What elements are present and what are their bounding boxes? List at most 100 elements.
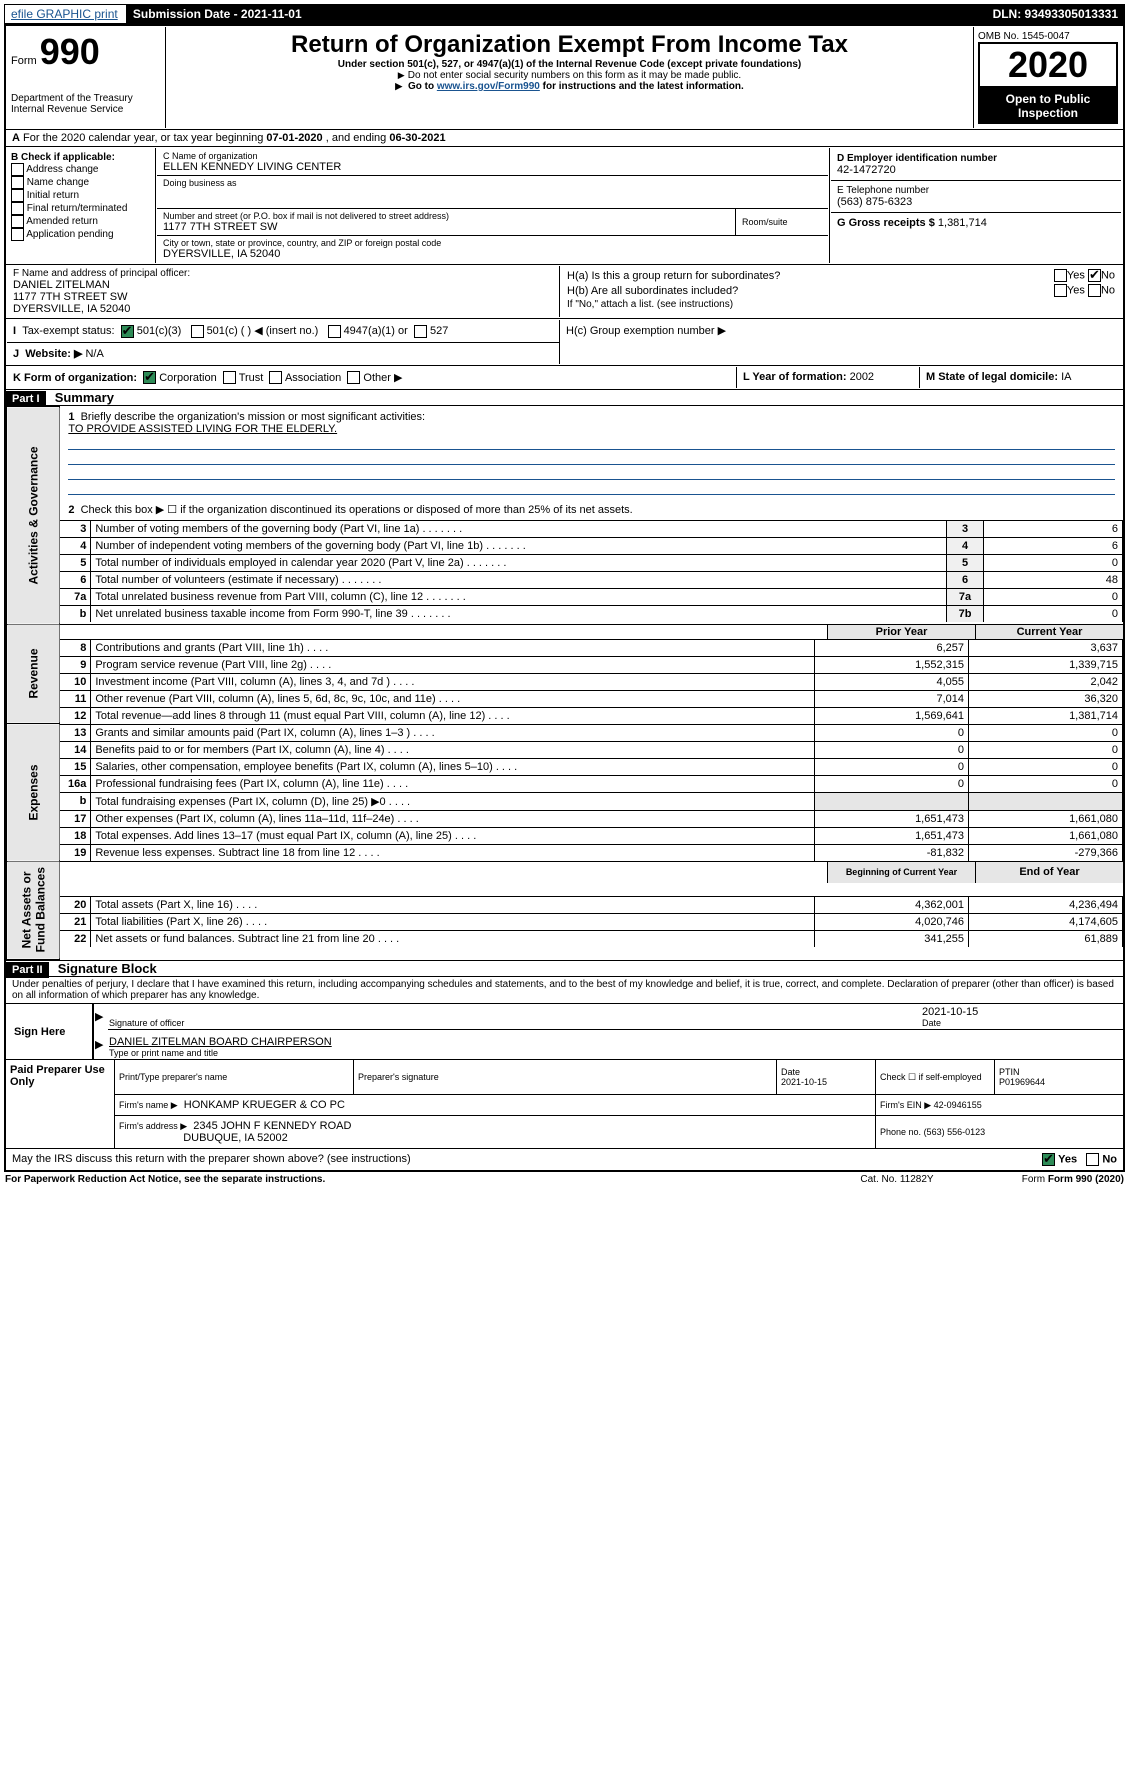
section-b: B Check if applicable: Address change Na… — [7, 148, 156, 263]
prior-value: 1,651,473 — [815, 827, 969, 844]
form-subtitle: Under section 501(c), 527, or 4947(a)(1)… — [170, 59, 969, 70]
current-value: 0 — [969, 724, 1123, 741]
current-value: 3,637 — [969, 639, 1123, 656]
b-checkbox[interactable] — [11, 163, 24, 176]
hb-no-checkbox[interactable] — [1088, 284, 1101, 297]
line-value: 6 — [984, 520, 1123, 537]
cat-no: Cat. No. 11282Y — [821, 1173, 973, 1186]
room-suite-label: Room/suite — [742, 217, 822, 227]
527-checkbox[interactable] — [414, 325, 427, 338]
part-ii-header: Part II — [6, 962, 49, 978]
tax-year: 2020 — [978, 42, 1118, 88]
website: N/A — [85, 348, 103, 360]
b-checkbox[interactable] — [11, 228, 24, 241]
discuss-no-checkbox[interactable] — [1086, 1153, 1099, 1166]
state-domicile: IA — [1061, 371, 1071, 383]
officer-name: DANIEL ZITELMAN — [13, 279, 553, 291]
hc-label: H(c) Group exemption number ▶ — [566, 324, 1116, 337]
ptin: P01969644 — [999, 1077, 1045, 1087]
line-desc: Revenue less expenses. Subtract line 18 … — [91, 844, 815, 861]
line-desc: Investment income (Part VIII, column (A)… — [91, 673, 815, 690]
period-begin: 07-01-2020 — [266, 132, 322, 144]
current-value: 4,236,494 — [969, 896, 1123, 913]
b-checkbox[interactable] — [11, 176, 24, 189]
k-other-checkbox[interactable] — [347, 371, 360, 384]
line-desc: Grants and similar amounts paid (Part IX… — [91, 724, 815, 741]
mission: TO PROVIDE ASSISTED LIVING FOR THE ELDER… — [68, 423, 337, 435]
prior-value: 0 — [815, 741, 969, 758]
sign-date: 2021-10-15 — [922, 1006, 1122, 1018]
k-assoc-checkbox[interactable] — [269, 371, 282, 384]
current-value: 1,339,715 — [969, 656, 1123, 673]
line-desc: Benefits paid to or for members (Part IX… — [91, 741, 815, 758]
current-value: 1,381,714 — [969, 707, 1123, 724]
col-current-year: Current Year — [976, 624, 1124, 639]
current-value: 61,889 — [969, 930, 1123, 947]
prior-value: 7,014 — [815, 690, 969, 707]
k-trust-checkbox[interactable] — [223, 371, 236, 384]
b-checkbox[interactable] — [11, 189, 24, 202]
501c3-checkbox[interactable] — [121, 325, 134, 338]
501c-checkbox[interactable] — [191, 325, 204, 338]
form-number: 990 — [40, 31, 100, 72]
line-desc: Number of independent voting members of … — [91, 537, 947, 554]
preparer-date: 2021-10-15 — [781, 1077, 827, 1087]
prior-value: 0 — [815, 758, 969, 775]
4947-checkbox[interactable] — [328, 325, 341, 338]
current-value: 1,661,080 — [969, 810, 1123, 827]
hb-yes-checkbox[interactable] — [1054, 284, 1067, 297]
line-desc: Total liabilities (Part X, line 26) . . … — [91, 913, 815, 930]
line-value: 48 — [984, 571, 1123, 588]
line-desc: Contributions and grants (Part VIII, lin… — [91, 639, 815, 656]
ha-no-checkbox[interactable] — [1088, 269, 1101, 282]
k-corp-checkbox[interactable] — [143, 371, 156, 384]
open-to-public: Open to Public Inspection — [978, 88, 1118, 124]
prior-value — [815, 792, 969, 810]
line-desc: Total unrelated business revenue from Pa… — [91, 588, 947, 605]
officer-printed: DANIEL ZITELMAN BOARD CHAIRPERSON — [109, 1036, 1122, 1048]
prior-value: -81,832 — [815, 844, 969, 861]
current-value: 0 — [969, 775, 1123, 792]
firm-address: 2345 JOHN F KENNEDY ROAD — [193, 1120, 351, 1132]
line-desc: Salaries, other compensation, employee b… — [91, 758, 815, 775]
year-formation: 2002 — [850, 371, 874, 383]
dept-treasury: Department of the Treasury Internal Reve… — [11, 93, 161, 115]
instructions-link[interactable]: www.irs.gov/Form990 — [437, 81, 540, 92]
prior-value: 4,020,746 — [815, 913, 969, 930]
line-desc: Net unrelated business taxable income fr… — [91, 605, 947, 622]
col-begin: Beginning of Current Year — [828, 861, 976, 883]
tab-expenses: Expenses — [7, 724, 60, 862]
b-checkbox[interactable] — [11, 215, 24, 228]
line-desc: Other revenue (Part VIII, column (A), li… — [91, 690, 815, 707]
prior-value: 1,552,315 — [815, 656, 969, 673]
current-value: 4,174,605 — [969, 913, 1123, 930]
prior-value: 0 — [815, 724, 969, 741]
omb-number: OMB No. 1545-0047 — [978, 31, 1118, 42]
line-desc: Net assets or fund balances. Subtract li… — [91, 930, 815, 947]
street-address: 1177 7TH STREET SW — [163, 221, 729, 233]
line-desc: Total revenue—add lines 8 through 11 (mu… — [91, 707, 815, 724]
line-desc: Total fundraising expenses (Part IX, col… — [91, 792, 815, 810]
form-title: Return of Organization Exempt From Incom… — [170, 31, 969, 59]
form-label: Form — [11, 55, 37, 67]
sign-here-label: Sign Here — [6, 1004, 93, 1059]
part-i-header: Part I — [6, 391, 46, 407]
pra-notice: For Paperwork Reduction Act Notice, see … — [4, 1173, 821, 1186]
tab-revenue: Revenue — [7, 624, 60, 724]
dba-label: Doing business as — [163, 178, 822, 188]
prior-value: 4,362,001 — [815, 896, 969, 913]
line-value: 0 — [984, 588, 1123, 605]
current-value: -279,366 — [969, 844, 1123, 861]
line-desc: Total assets (Part X, line 16) . . . . — [91, 896, 815, 913]
tab-activities: Activities & Governance — [7, 407, 60, 625]
ha-yes-checkbox[interactable] — [1054, 269, 1067, 282]
line-desc: Total number of individuals employed in … — [91, 554, 947, 571]
col-prior-year: Prior Year — [828, 624, 976, 639]
line-desc: Other expenses (Part IX, column (A), lin… — [91, 810, 815, 827]
b-checkbox[interactable] — [11, 202, 24, 215]
efile-link[interactable]: efile GRAPHIC print — [5, 5, 127, 24]
city-state-zip: DYERSVILLE, IA 52040 — [163, 248, 822, 260]
discuss-yes-checkbox[interactable] — [1042, 1153, 1055, 1166]
gross-receipts: 1,381,714 — [938, 217, 987, 229]
line-desc: Total expenses. Add lines 13–17 (must eq… — [91, 827, 815, 844]
